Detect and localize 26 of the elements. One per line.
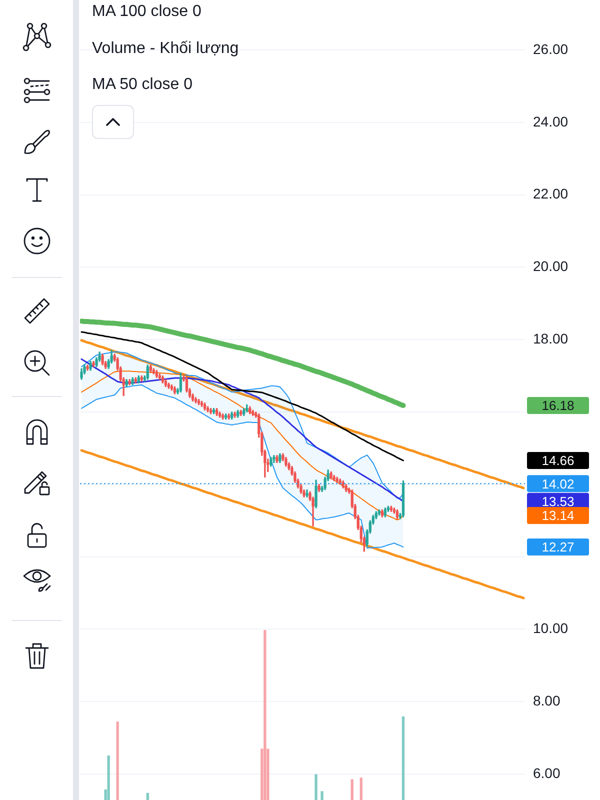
y-tick-label: 10.00 xyxy=(533,620,568,636)
bar xyxy=(320,791,324,800)
y-tick-label: 26.00 xyxy=(533,40,568,57)
y-tick-label: 8.00 xyxy=(533,692,560,708)
y-tick-label: 22.00 xyxy=(533,186,568,202)
y2-tick-label: 13.53 xyxy=(542,494,574,509)
bar xyxy=(350,779,354,800)
bar xyxy=(402,716,405,800)
y-tick-label: 24.00 xyxy=(533,113,568,130)
bar xyxy=(116,721,119,800)
bar xyxy=(264,630,266,800)
y-tick-label: 20.00 xyxy=(533,258,568,274)
y2-tick-label: 13.14 xyxy=(542,508,574,524)
bar xyxy=(314,774,318,800)
ref-line-label: 14.02 xyxy=(542,476,574,492)
annotation: MA 50 close 0 xyxy=(92,75,192,94)
y2-tick-label: 14.66 xyxy=(542,453,574,468)
bar xyxy=(107,755,110,800)
bar xyxy=(146,792,149,800)
annotation: Volume - Khối lượng xyxy=(92,38,239,58)
text: MA 100 close 0 xyxy=(92,2,202,21)
y-tick-label: 18.00 xyxy=(533,330,568,346)
bar xyxy=(360,778,362,800)
y-tick-label: 6.00 xyxy=(533,764,560,781)
y2-tick-label: 12.27 xyxy=(542,540,574,555)
y2-tick-label: 16.18 xyxy=(542,398,574,414)
